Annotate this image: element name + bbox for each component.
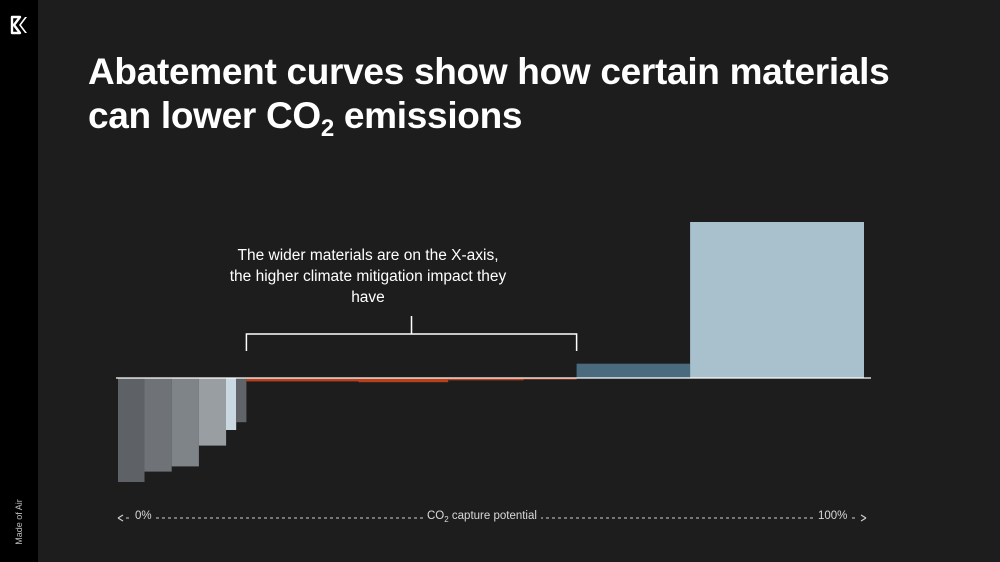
bar-2: [144, 378, 172, 472]
bar-5: [226, 378, 237, 430]
x-axis-row: 0% CO2 capture potential 100%: [112, 508, 872, 528]
x-max-label: 100%: [814, 510, 852, 522]
title-text-end: emissions: [333, 95, 523, 136]
arrow-left-icon: [117, 514, 124, 522]
sidebar: Made of Air: [0, 0, 38, 562]
x-axis-title: CO2 capture potential: [423, 510, 541, 524]
annotation-bracket: [245, 316, 578, 351]
bar-1: [118, 378, 145, 482]
x-axis-title-pre: CO: [427, 510, 445, 522]
bar-11: [565, 378, 577, 380]
bar-13: [690, 222, 864, 378]
bar-9: [448, 378, 524, 381]
x-axis-title-sub: 2: [444, 515, 449, 524]
x-axis-title-post: capture potential: [448, 510, 537, 522]
chart-annotation: The wider materials are on the X-axis, t…: [229, 247, 507, 306]
title-subscript: 2: [320, 115, 334, 142]
bar-12: [576, 363, 691, 378]
bar-10: [523, 378, 566, 380]
arrow-right-icon: [860, 514, 867, 522]
bar-8: [358, 378, 449, 383]
slide-title: Abatement curves show how certain materi…: [88, 50, 908, 141]
bar-3: [171, 378, 199, 467]
bar-4: [198, 378, 227, 446]
x-min-label: 0%: [131, 510, 156, 522]
bar-6: [236, 378, 247, 423]
brand-logo-icon: [10, 15, 27, 35]
bar-7: [246, 378, 359, 382]
title-text: Abatement curves show how certain materi…: [88, 51, 890, 136]
